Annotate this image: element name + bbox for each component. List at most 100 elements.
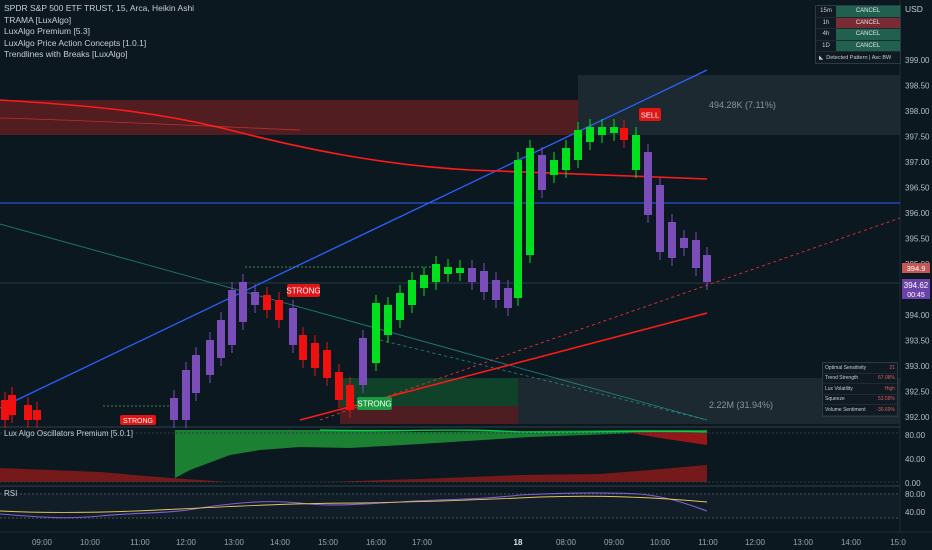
candle-body [359, 338, 367, 385]
time-axis-label: 11:00 [130, 538, 150, 547]
bar-countdown: 00:45 [907, 292, 925, 299]
indicator-luxalgo-premium[interactable]: LuxAlgo Premium [5.3] [4, 26, 90, 36]
candle-body [192, 355, 200, 393]
time-axis-label: 10:00 [650, 538, 671, 547]
rsi-band-fill [0, 494, 900, 518]
candle-body [289, 308, 297, 345]
indicator-trama[interactable]: TRAMA [LuxAlgo] [4, 14, 72, 25]
candle-body [24, 405, 32, 420]
candle-body [492, 280, 500, 300]
mtf-timeframe: 4h [822, 31, 830, 38]
oscillator-bear-wave [0, 465, 707, 482]
mtf-signal: CANCEL [836, 6, 900, 17]
demand-zone-low [340, 406, 518, 424]
strong-label: STRONG [286, 287, 320, 296]
candle-body [206, 340, 214, 375]
candle-body [456, 268, 464, 273]
candle-body [550, 160, 558, 175]
dashboard-row: Lux Volatility High [823, 384, 897, 395]
candle-body [311, 343, 319, 368]
time-axis-label: 15:00 [318, 538, 339, 547]
dashboard-metric: Optimal Sensitivity [825, 364, 867, 371]
price-axis-label: 396.50 [905, 184, 930, 193]
candle-body [8, 395, 16, 415]
mtf-row: 1h CANCEL [816, 17, 900, 29]
candle-body [610, 127, 618, 133]
dashboard-value: 53.58% [878, 396, 895, 403]
sell-label: SELL [641, 111, 659, 120]
price-axis-label: 394.00 [905, 311, 930, 320]
dashboard-row: Optimal Sensitivity 21 [823, 363, 897, 374]
candle-body [432, 264, 440, 282]
candle-body [538, 155, 546, 190]
mtf-footer: ◣ Detected Pattern | Asc BW [816, 52, 900, 63]
indicator-price-action[interactable]: LuxAlgo Price Action Concepts [1.0.1] [4, 37, 147, 48]
marker-strong-3: STRONG [120, 415, 156, 425]
oscillator-bear-top [620, 431, 707, 445]
candle-body [480, 271, 488, 292]
dashboard-value: -36.69% [876, 406, 895, 413]
currency-label[interactable]: USD [905, 4, 923, 14]
time-axis: 09:00 10:00 11:00 12:00 13:00 14:00 15:00 16:00… [32, 538, 906, 547]
candle-body [504, 288, 512, 308]
candle-body [692, 240, 700, 268]
time-axis-label: 12:00 [176, 538, 197, 547]
pattern-text: Detected Pattern | Asc BW [826, 54, 892, 61]
trama-line-secondary [0, 117, 301, 131]
candles-group [1, 119, 711, 428]
time-axis-label: 12:00 [745, 538, 766, 547]
marker-price: 394.9 [907, 264, 926, 273]
price-axis-label: 397.00 [905, 158, 930, 167]
marker-strong-1: STRONG [286, 284, 321, 297]
dashboard-value: 21 [889, 364, 895, 371]
mtf-signal: CANCEL [836, 29, 900, 40]
main-pane[interactable] [0, 0, 900, 425]
time-axis-label: 18 [514, 538, 523, 547]
time-axis-label: 13:00 [224, 538, 245, 547]
symbol-title[interactable]: SPDR S&P 500 ETF TRUST, 15, Arca, Heikin… [4, 3, 195, 13]
oscillator-title: Lux Algo Oscillators Premium [5.0.1] [4, 429, 133, 438]
mtf-timeframe: 1D [822, 42, 830, 49]
oscillator-bull-wave [175, 430, 707, 478]
candle-body [656, 185, 664, 252]
price-axis-label: 398.00 [905, 107, 930, 116]
candle-body [526, 148, 534, 255]
rsi-line [0, 492, 708, 519]
rsi-axis-label: 80.00 [905, 490, 926, 499]
candle-body [668, 222, 676, 258]
indicator-trendlines[interactable]: Trendlines with Breaks [LuxAlgo] [4, 49, 128, 59]
candle-body [239, 282, 247, 322]
rsi-axis: 80.00 40.00 [905, 490, 926, 517]
marker-strong-2: STRONG [357, 397, 392, 410]
mtf-row: 4h CANCEL [816, 29, 900, 41]
price-axis-label: 393.50 [905, 337, 930, 346]
mtf-signal: CANCEL [836, 17, 900, 28]
time-axis-label: 15:0 [890, 538, 906, 547]
last-price-tag: 394.62 00:45 [902, 279, 930, 299]
dashboard-metric: Lux Volatility [825, 385, 853, 392]
dashboard-value: High [884, 385, 895, 392]
dashboard-table: Optimal Sensitivity 21 Trend Strength 67.0… [822, 362, 898, 417]
candle-body [562, 148, 570, 170]
range-top-label: 494.28K (7.11%) [709, 100, 776, 110]
time-axis-label: 10:00 [80, 538, 101, 547]
mtf-signal: CANCEL [836, 40, 900, 51]
oscillator-axis: 80.00 40.00 0.00 [905, 431, 926, 488]
time-axis-label: 16:00 [366, 538, 387, 547]
osc-axis-label: 0.00 [905, 479, 921, 488]
candle-body [346, 385, 354, 410]
candle-body [620, 128, 628, 140]
dashboard-value: 67.08% [878, 375, 895, 382]
candle-body [632, 135, 640, 170]
candle-body [514, 160, 522, 298]
time-axis-label: 13:00 [793, 538, 814, 547]
candle-body [251, 292, 259, 305]
trendline-lower-teal [0, 223, 708, 421]
time-axis-label: 17:00 [412, 538, 433, 547]
candle-body [468, 268, 476, 282]
rsi-ma-line [0, 495, 708, 513]
marker-sell: SELL [639, 108, 661, 121]
strong-label: STRONG [357, 400, 391, 409]
price-axis-label: 399.00 [905, 56, 930, 65]
